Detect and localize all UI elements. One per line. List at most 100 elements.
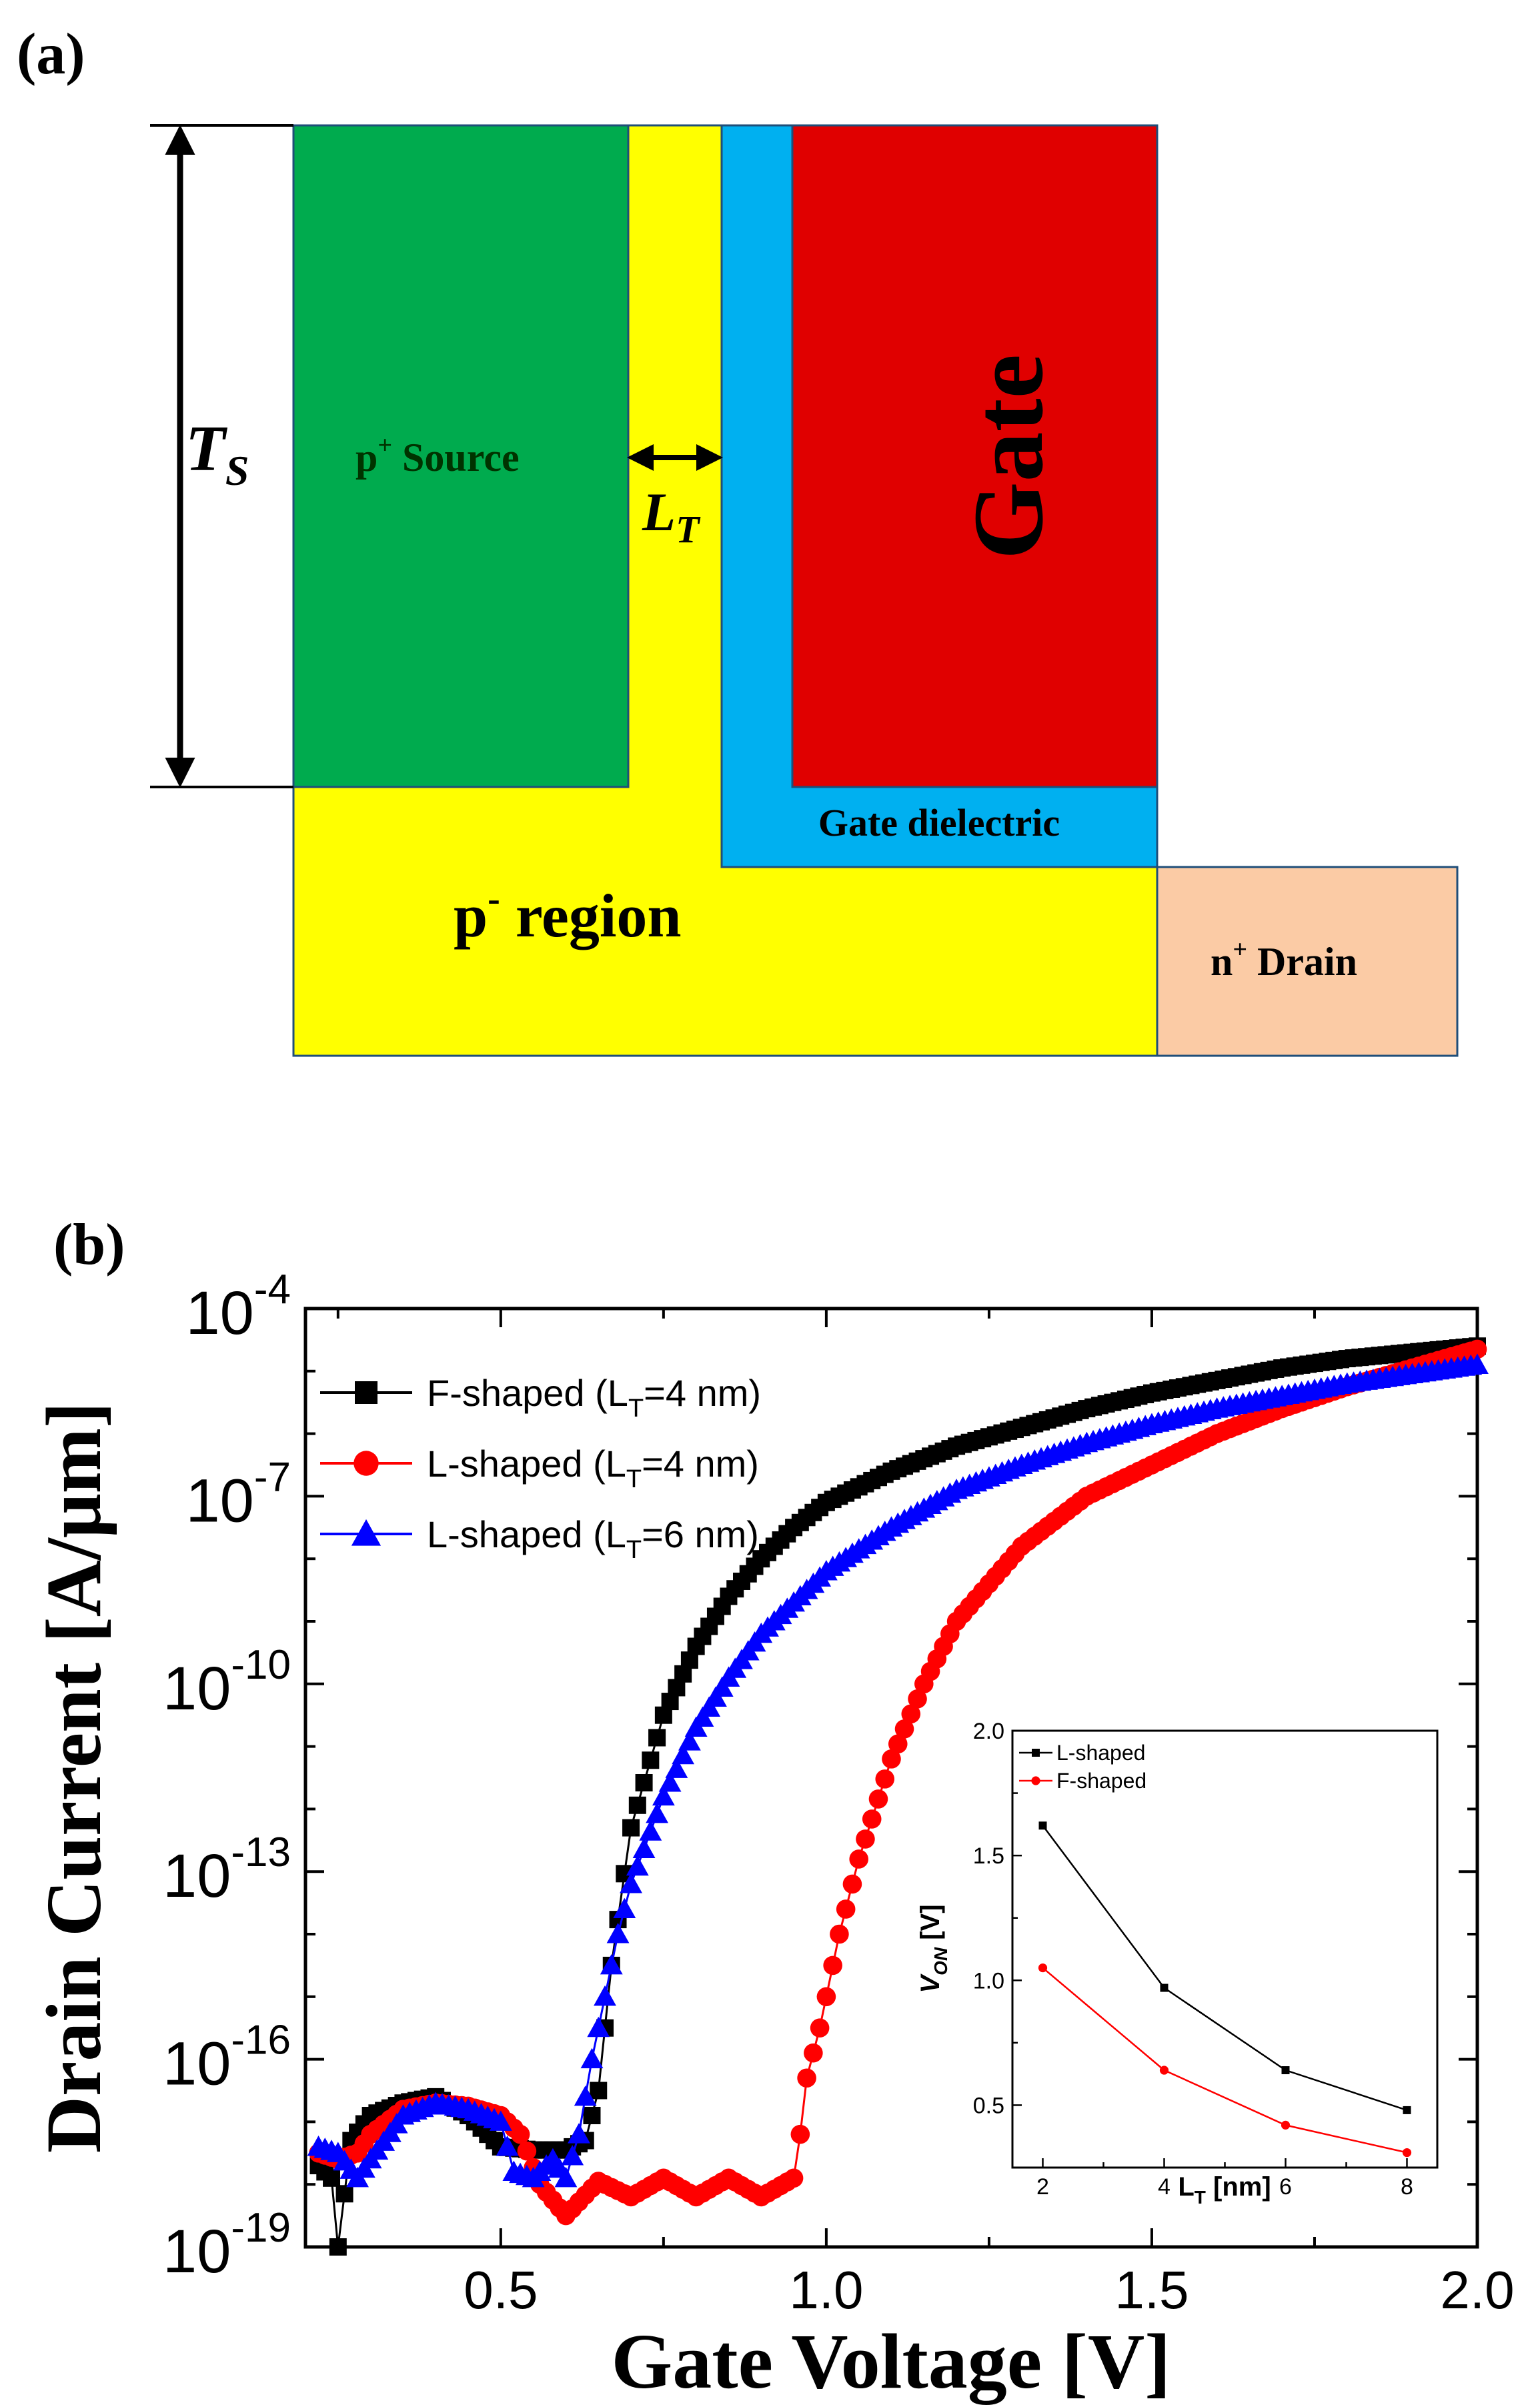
panel-b-label: (b) [53,1213,125,1277]
p-plus-source-shape [292,124,630,788]
data-point [510,2124,530,2144]
y-tick-label: 10-4 [186,1267,291,1347]
data-point [594,1985,616,2006]
data-point [1467,1339,1487,1359]
data-point [648,1729,666,1747]
inset-legend-entry: L-shaped [1019,1741,1145,1765]
inset-tick-labels: 2 4 6 8 0.5 1.0 1.5 2.0 [973,1719,1413,2200]
legend-label: L-shaped (LT=6 nm) [427,1513,759,1564]
inset-data-point [1159,2066,1169,2075]
data-point [329,2238,347,2256]
inset-data-point [1281,2120,1291,2130]
inset-x-tick-label: 6 [1279,2174,1292,2200]
data-point [894,1719,914,1739]
data-point [568,2123,590,2144]
legend-marker [351,1519,381,1546]
data-point [672,1743,695,1765]
data-point [836,1899,856,1919]
inset-ticks [1012,1729,1408,2169]
inset-y-axis-title: VON [V] [916,1904,951,1993]
gate-shape [791,124,1159,788]
inset-legend-entry: F-shaped [1019,1769,1146,1793]
n-plus-drain-shape [1156,866,1459,1057]
inset-data-point [1160,1983,1169,1992]
data-point [580,2048,604,2069]
data-point [587,2016,610,2038]
data-point [632,1837,656,1858]
data-point [489,2110,512,2131]
x-axis-title: Gate Voltage [V] [612,2318,1171,2405]
inset-legend-label: L-shaped [1056,1741,1145,1765]
inset-legend-marker [1031,1776,1040,1785]
data-point [784,2168,804,2188]
inset-x-tick-label: 8 [1401,2174,1413,2200]
y-tick-label: 10-10 [163,1642,291,1723]
main-tick-labels: 0.5 1.0 1.5 2.0 10-19 10-16 10-13 10-10 10-7 10-4 [163,1267,1515,2320]
data-point [816,1987,836,2007]
inset-legend-marker [1032,1749,1040,1757]
x-tick-label: 1.5 [1114,2260,1189,2320]
inset-series [1038,1821,1412,2158]
inset-series-line [1042,1967,1407,2154]
data-point [646,1803,668,1823]
inset-plot-frame [1011,1729,1439,2169]
data-point [517,2141,537,2161]
data-point [613,1897,636,1918]
panel-a: (a) TS LT p+ Source Gate Gate dielectric… [17,22,1459,1057]
main-ticks [305,1307,1479,2248]
legend-entry: L-shaped (LT=6 nm) [320,1513,759,1564]
inset-x-axis-title: LT [nm] [1178,2172,1271,2208]
data-point [642,1751,660,1769]
data-point [882,1749,901,1769]
legend-marker [353,1451,379,1476]
data-point [856,1829,875,1849]
data-point [849,1849,868,1869]
inset-x-tick-label: 4 [1158,2174,1171,2200]
gate-label: Gate [953,354,1064,560]
data-point [665,1757,688,1778]
inset-data-point [1038,1821,1047,1830]
main-series [307,1337,1489,2256]
inset-y-tick-label: 1.0 [973,1968,1004,1993]
lt-label: LT [642,482,701,551]
data-point [678,1730,701,1751]
data-point [804,2043,823,2063]
data-point [496,2136,519,2156]
x-tick-label: 0.5 [464,2260,538,2320]
data-point [810,2018,830,2038]
data-point [658,1771,682,1792]
y-tick-label: 10-7 [186,1454,291,1535]
inset-series-line [1042,1825,1407,2112]
inset-data-point [1038,1963,1048,1973]
data-point [639,1820,662,1841]
ts-label: TS [185,413,249,494]
y-tick-label: 10-19 [163,2205,291,2286]
y-tick-label: 10-16 [163,2018,291,2098]
main-plot-frame [303,1307,1479,2249]
inset-x-tick-label: 2 [1036,2174,1049,2200]
inset-data-point [1281,2066,1290,2075]
data-point [606,1923,630,1943]
data-point [620,1873,642,1893]
data-point [335,2185,353,2203]
inset-legend: L-shaped F-shaped [1019,1741,1146,1793]
data-point [561,2145,584,2166]
legend-label: F-shaped (LT=4 nm) [427,1372,761,1423]
p-region-label: p- region [454,878,682,950]
data-point [628,1796,646,1814]
data-point [583,2107,601,2125]
y-tick-label: 10-13 [163,1829,291,1910]
x-tick-label: 1.0 [789,2260,863,2320]
data-point [622,1819,640,1837]
data-point [790,2124,810,2144]
data-point [888,1734,908,1754]
data-point [823,1955,842,1975]
gate-dielectric-label: Gate dielectric [818,801,1060,844]
legend: F-shaped (LT=4 nm) L-shaped (LT=4 nm) L-sh… [320,1372,761,1564]
data-point [901,1704,921,1724]
data-point [868,1789,888,1809]
data-point [574,2085,597,2106]
panel-b: (b) 0.5 1.0 1.5 2.0 10-19 10-16 10-13 10-10 10-7… [30,1213,1515,2405]
inset-data-point [1402,2148,1412,2158]
